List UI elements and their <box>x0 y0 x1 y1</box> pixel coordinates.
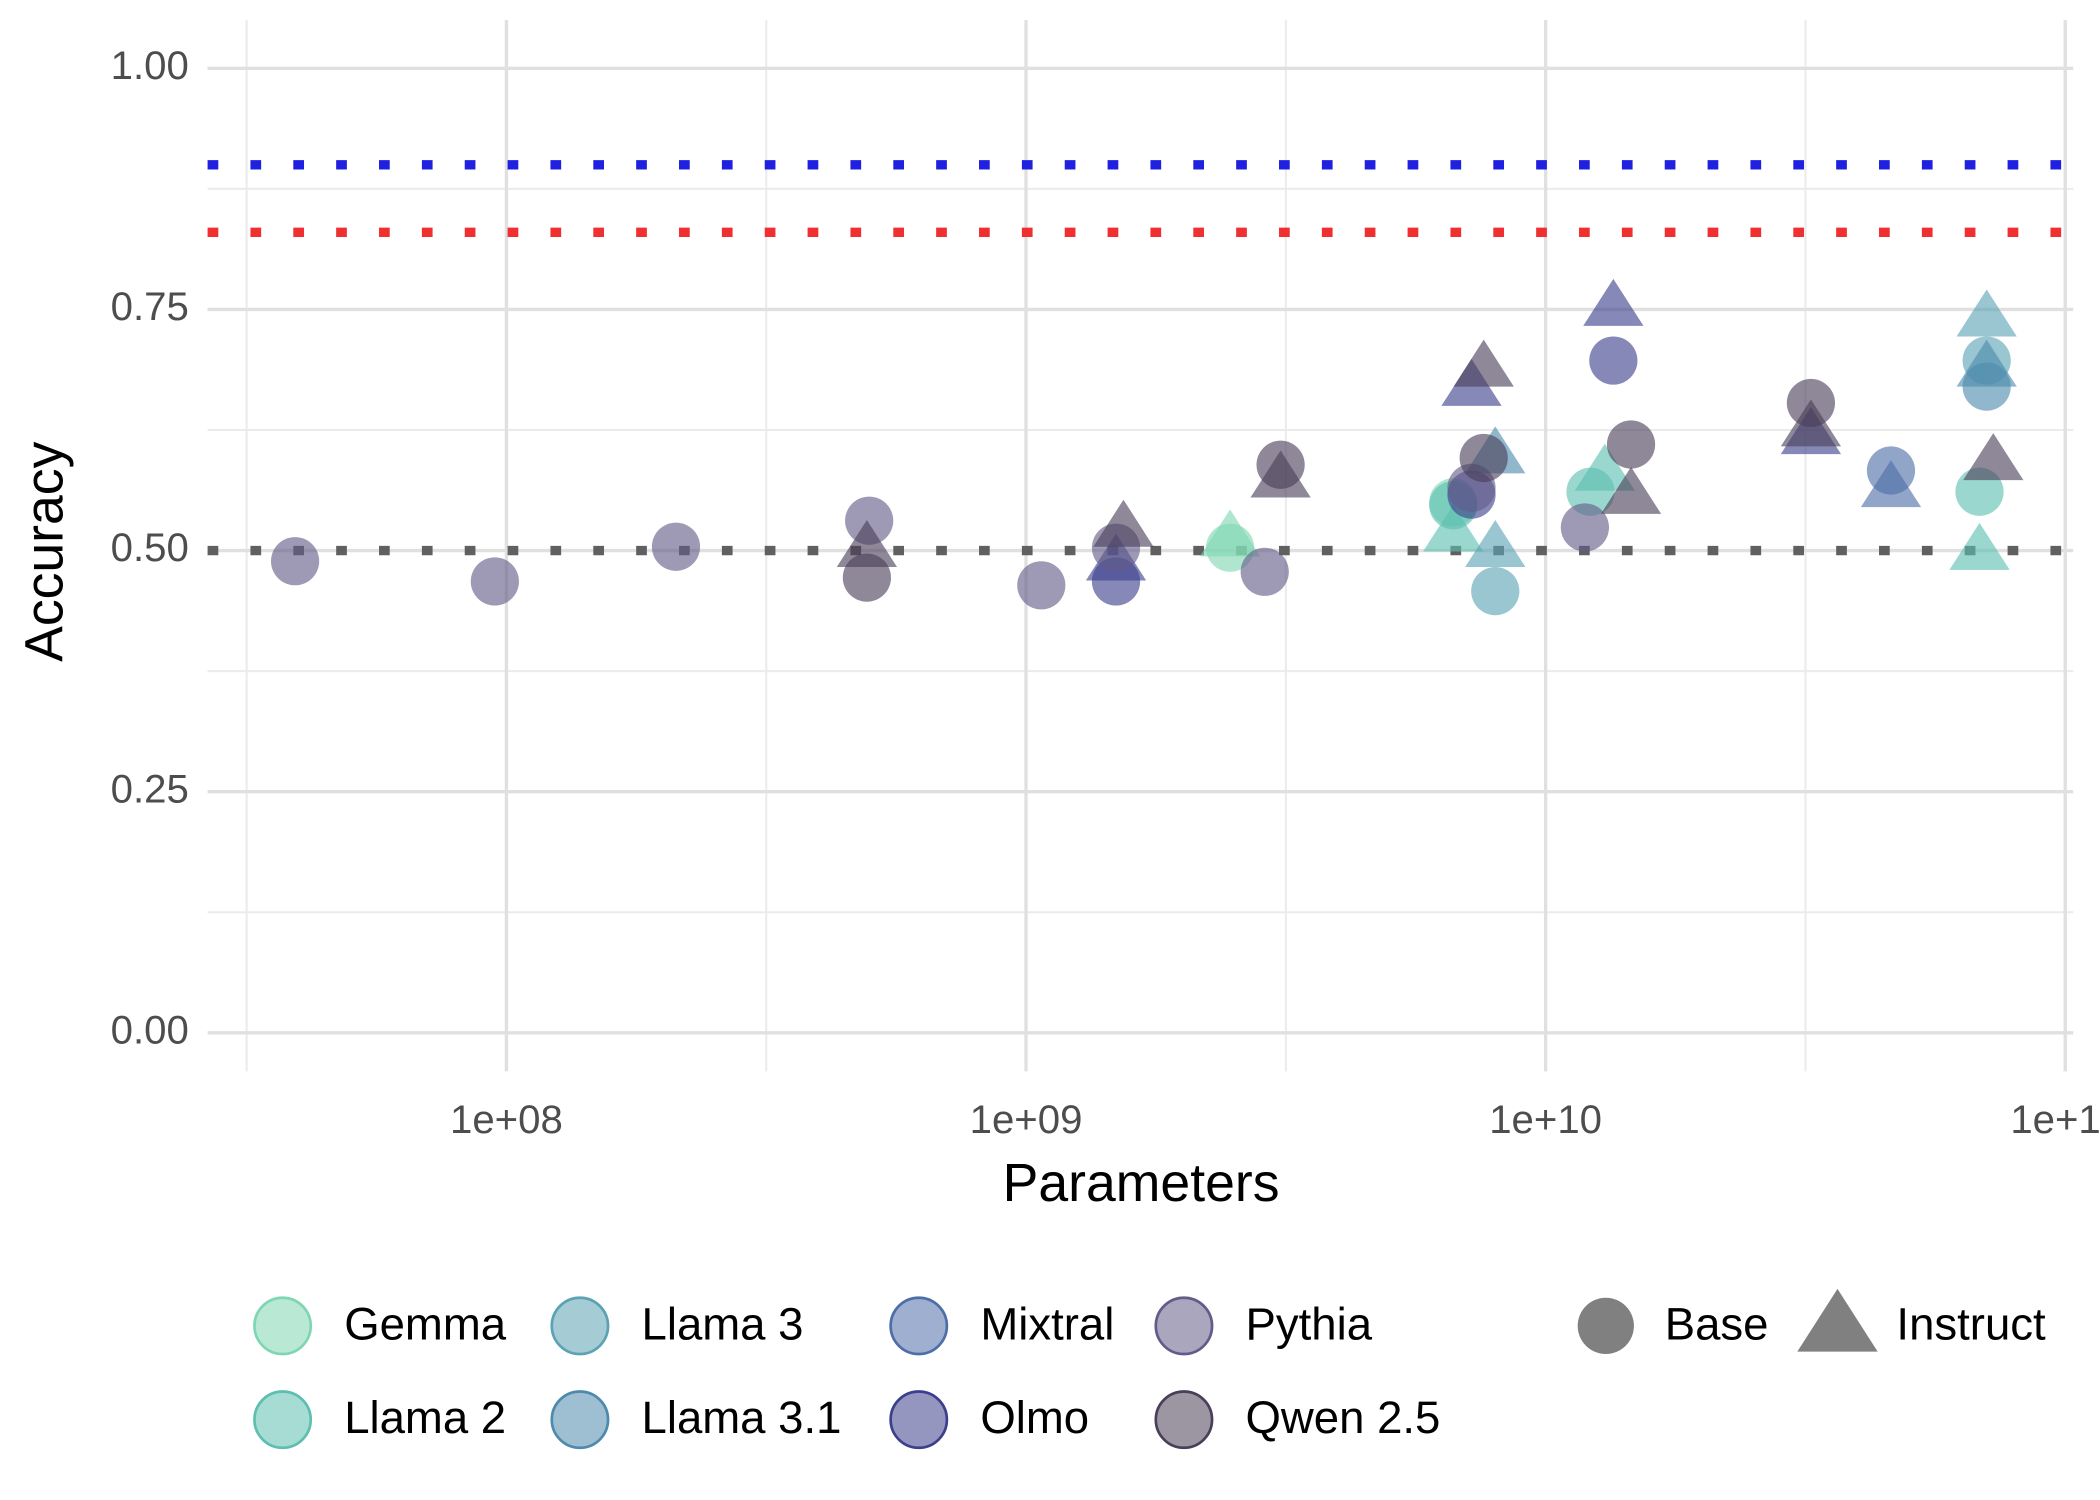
x-tick-label: 1e+10 <box>1489 1097 1602 1142</box>
point <box>845 496 894 545</box>
point <box>1017 561 1066 610</box>
legend-swatch <box>1154 1296 1214 1356</box>
legend-swatch <box>889 1296 949 1356</box>
point <box>1199 509 1261 557</box>
point <box>1240 547 1289 596</box>
point <box>470 557 519 606</box>
x-axis-title: Parameters <box>1003 1154 1280 1213</box>
legend-label: Qwen 2.5 <box>1246 1392 1441 1443</box>
point <box>1453 339 1514 387</box>
point <box>1560 503 1609 552</box>
point <box>1780 399 1842 447</box>
legend-swatch <box>1154 1390 1214 1450</box>
point <box>1956 339 2017 387</box>
point <box>1583 278 1644 326</box>
legend-label: Mixtral <box>980 1298 1114 1349</box>
legend: Gemma Llama 2 Llama 3 Llama 3.1 Mixtral Olmo P… <box>253 1288 2046 1450</box>
y-tick-label: 0.50 <box>111 525 189 570</box>
point <box>1093 499 1154 547</box>
grid <box>207 20 2074 1072</box>
point <box>1949 522 2010 570</box>
legend-label: Llama 3 <box>642 1298 804 1349</box>
legend-swatch <box>889 1390 949 1450</box>
point <box>1423 504 1484 552</box>
x-tick-label: 1e+08 <box>450 1097 563 1142</box>
point <box>1465 519 1526 567</box>
point <box>1250 450 1311 498</box>
legend-label: Olmo <box>980 1392 1089 1443</box>
legend-label: Instruct <box>1896 1298 2046 1349</box>
y-tick-label: 0.25 <box>111 766 189 811</box>
legend-swatch <box>253 1296 313 1356</box>
point <box>1860 460 1922 508</box>
legend-shape <box>1577 1297 1634 1355</box>
y-tick-label: 0.00 <box>111 1007 189 1052</box>
legend-label: Gemma <box>344 1298 507 1349</box>
y-tick-label: 0.75 <box>111 284 189 329</box>
x-tick-label: 1e+11 <box>2010 1097 2100 1142</box>
legend-label: Pythia <box>1246 1298 1373 1349</box>
points <box>270 278 2024 616</box>
legend-swatch <box>550 1390 610 1450</box>
point <box>1606 420 1656 469</box>
legend-label: Base <box>1665 1298 1769 1349</box>
legend-swatch <box>253 1390 313 1450</box>
point <box>270 537 320 586</box>
reference-lines <box>207 160 2074 556</box>
point <box>1589 336 1638 385</box>
legend-swatch <box>550 1296 610 1356</box>
point <box>1600 466 1662 514</box>
legend-shape <box>1797 1288 1878 1352</box>
point <box>836 519 898 567</box>
point <box>1459 433 1508 483</box>
y-tick-label: 1.00 <box>111 43 189 88</box>
legend-label: Llama 3.1 <box>642 1392 842 1443</box>
x-tick-label: 1e+09 <box>970 1097 1083 1142</box>
point <box>1963 433 2024 481</box>
point <box>1956 289 2017 337</box>
point <box>1471 566 1520 616</box>
legend-label: Llama 2 <box>344 1392 506 1443</box>
point <box>651 522 701 571</box>
y-axis-title: Accuracy <box>15 441 74 661</box>
point <box>1574 443 1635 491</box>
